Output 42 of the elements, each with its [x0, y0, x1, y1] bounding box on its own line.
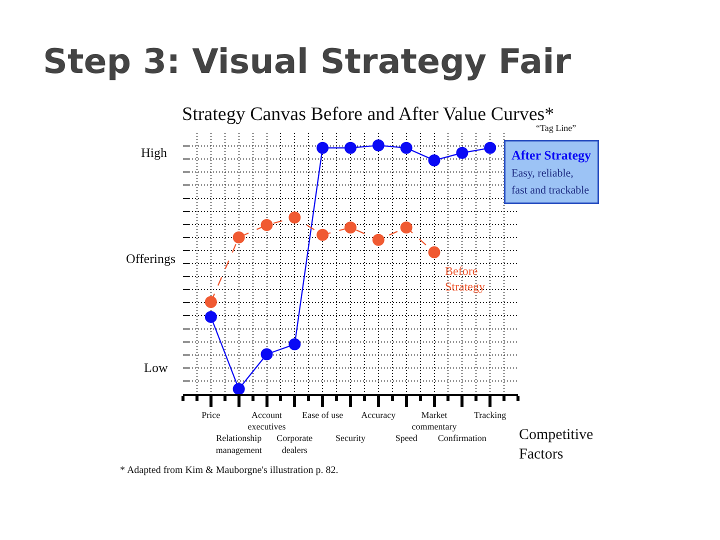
chart-subtitle: Strategy Canvas Before and After Value Curves*: [182, 104, 554, 125]
x-axis-title: Competitive Factors: [519, 427, 594, 462]
annotation: Easy, reliable, fast and trackable: [512, 167, 590, 196]
x-tick-label: Speed: [395, 433, 418, 444]
point: [428, 246, 440, 258]
y-axis-title: Offerings: [126, 251, 176, 266]
point: [344, 142, 356, 154]
point: [400, 221, 412, 234]
point: [288, 212, 301, 224]
x-tick-label: Corporate dealers: [276, 433, 313, 455]
text: “Tag Line”: [536, 123, 576, 133]
x-tick-label: Ease of use: [302, 410, 344, 420]
x-tick-label: Price: [202, 410, 220, 420]
text: * Adapted from Kim & Mauborgne's illustration p. 82.: [120, 465, 338, 476]
point: [288, 338, 301, 350]
point: [316, 228, 329, 241]
point: [456, 146, 468, 159]
chart-title: Step 3: Visual Strategy Fair: [43, 42, 572, 82]
x-tick-label: Confirmation: [438, 433, 487, 444]
x-tick-label: Accuracy: [361, 410, 396, 420]
point: [344, 221, 356, 234]
series-label: Before Strategy: [445, 264, 485, 294]
point: [372, 234, 384, 246]
point: [484, 142, 496, 154]
point: [372, 139, 384, 152]
point: [400, 142, 412, 154]
point: [428, 154, 440, 166]
text: High: [141, 145, 168, 160]
text: Low: [144, 360, 168, 375]
point: [232, 231, 245, 244]
x-tick-label: Market commentary: [412, 410, 458, 432]
x-tick-label: Account executives: [248, 410, 286, 432]
point: [232, 383, 245, 396]
point: [260, 348, 273, 360]
x-tick-label: Security: [336, 433, 366, 444]
point: [204, 310, 217, 323]
point: [260, 218, 273, 231]
point: [204, 296, 217, 308]
x-tick-label: Tracking: [474, 410, 507, 420]
series-label: After Strategy: [512, 148, 592, 162]
point: [316, 142, 329, 154]
x-tick-label: Relationship management: [216, 433, 262, 455]
